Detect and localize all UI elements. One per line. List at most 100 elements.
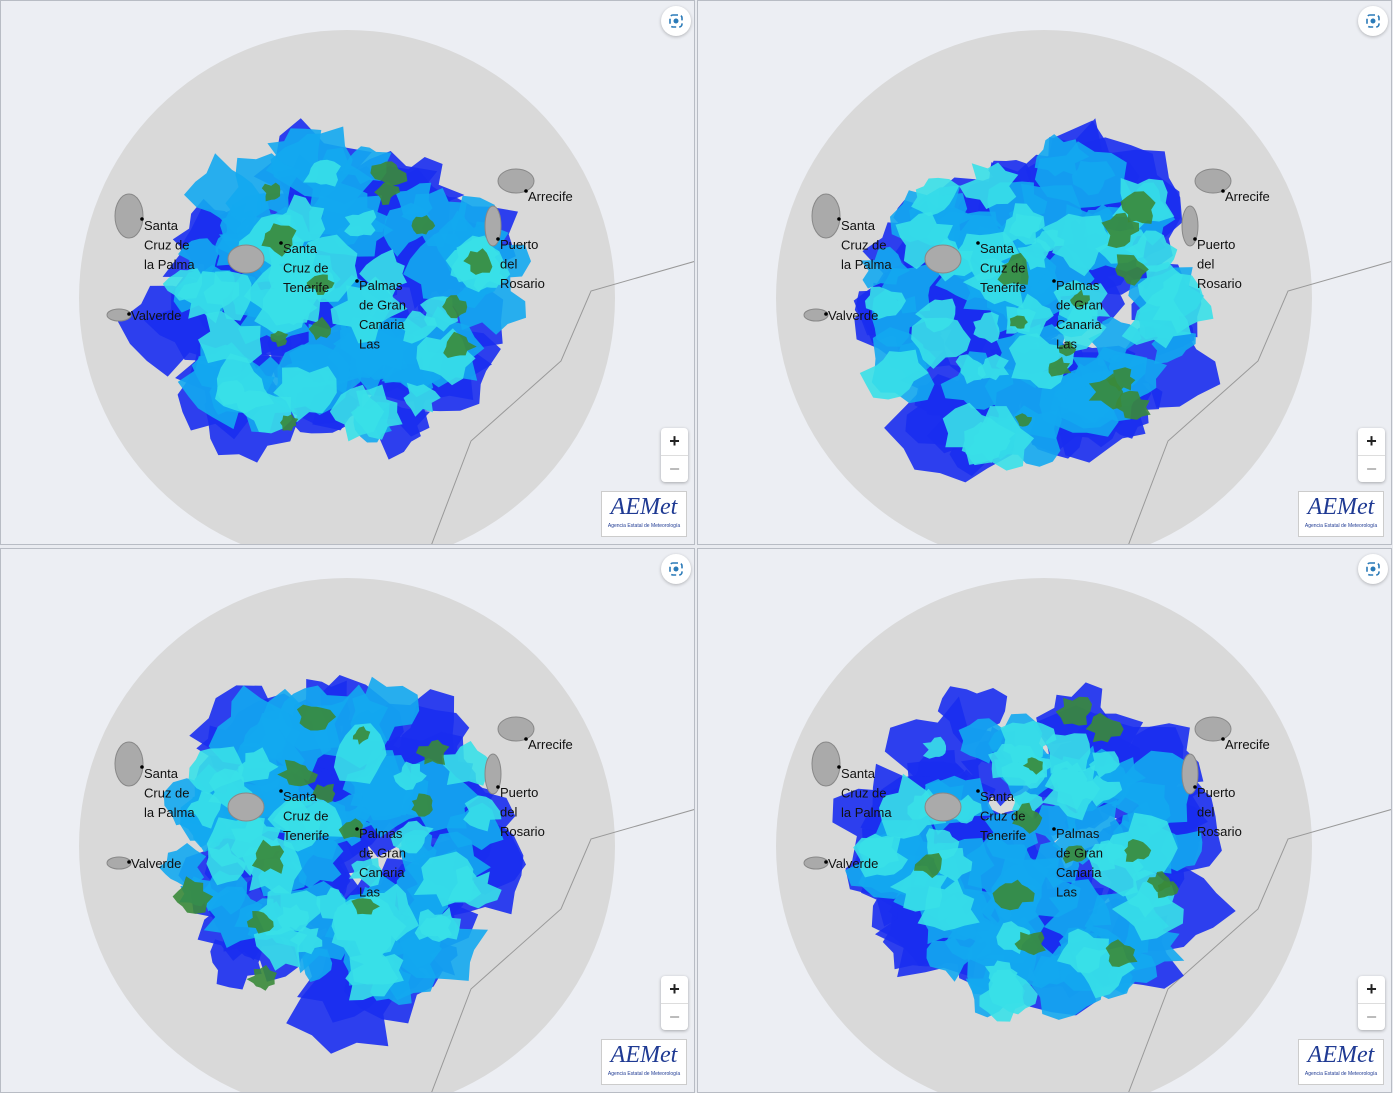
logo: AEMet Agencia Estatal de Meteorología	[1298, 491, 1384, 537]
radar-echo	[940, 351, 1014, 410]
radar-echo	[243, 262, 319, 326]
coastline	[1128, 261, 1391, 544]
radar-echo	[344, 209, 377, 237]
radar-echo	[261, 223, 297, 257]
place-dot	[279, 789, 283, 793]
island	[484, 205, 502, 247]
radar-echo	[973, 312, 1000, 344]
radar-echo	[1022, 757, 1043, 775]
radar-echo	[1115, 324, 1221, 408]
map: Santa Cruz de la Palma Valverde Santa Cruz de…	[79, 30, 694, 544]
zoom-in[interactable]: +	[669, 979, 680, 999]
place-dot	[140, 765, 144, 769]
place-label: la Palma	[144, 805, 195, 820]
radar-echo	[246, 965, 277, 991]
radar-echo	[316, 887, 353, 920]
fullscreen-button[interactable]	[1358, 554, 1388, 584]
zoom-in[interactable]: +	[1366, 979, 1377, 999]
zoom-out[interactable]: −	[1358, 1003, 1385, 1031]
place-dot	[837, 217, 841, 221]
island	[811, 193, 841, 239]
radar-echo	[416, 739, 450, 765]
zoom-out[interactable]: −	[1358, 455, 1385, 483]
radar-echo	[338, 818, 364, 839]
island	[1181, 205, 1199, 247]
coastline	[431, 261, 694, 544]
radar-echo	[926, 936, 972, 982]
zoom-control: + −	[1358, 976, 1385, 1030]
place-dot	[837, 765, 841, 769]
zoom-control: + −	[661, 976, 688, 1030]
place-label: Rosario	[1197, 276, 1242, 291]
place-label: Cruz de	[841, 786, 887, 801]
fullscreen-button[interactable]	[661, 554, 691, 584]
place-label: Canaria	[359, 317, 405, 332]
fullscreen-icon	[669, 562, 683, 576]
zoom-control: + −	[661, 428, 688, 482]
place-label: Rosario	[500, 824, 545, 839]
radar-echo	[188, 746, 244, 794]
place-dot	[279, 241, 283, 245]
place-label: Cruz de	[283, 261, 329, 276]
place-label: de Gran	[359, 846, 406, 861]
zoom-out[interactable]: −	[661, 455, 688, 483]
radar-echo	[1082, 775, 1123, 807]
zoom-in[interactable]: +	[669, 431, 680, 451]
radar-echo	[1045, 733, 1091, 774]
logo-caption: Agencia Estatal de Meteorología	[607, 523, 681, 529]
radar-echo	[992, 879, 1035, 911]
place-label: Cruz de	[980, 261, 1026, 276]
radar-echo	[352, 726, 371, 745]
radar-echo	[351, 898, 380, 915]
icon-frame	[1366, 14, 1380, 28]
place-dot	[1221, 189, 1225, 193]
radar-echo	[413, 851, 482, 907]
place-label: del	[1197, 257, 1214, 272]
fullscreen-button[interactable]	[661, 6, 691, 36]
logo-caption: Agencia Estatal de Meteorología	[1304, 523, 1378, 529]
radar-echo	[184, 153, 262, 235]
logo-caption: Agencia Estatal de Meteorología	[607, 1071, 681, 1077]
radar-echo	[1124, 839, 1152, 862]
radar-echo	[403, 382, 441, 417]
radar-echo	[411, 793, 433, 817]
radar-echo	[853, 835, 908, 878]
place-label: de Gran	[359, 298, 406, 313]
place-label: de Gran	[1056, 298, 1103, 313]
radar-echo	[1012, 802, 1043, 834]
place-dot	[355, 279, 359, 283]
island	[114, 741, 144, 787]
place-label: Palmas	[359, 278, 403, 293]
place-label: del	[1197, 805, 1214, 820]
radar-echo	[881, 263, 942, 314]
radar-echo	[1062, 845, 1087, 864]
radar-echo	[306, 274, 335, 295]
map-panel: Santa Cruz de la Palma Valverde Santa Cruz de…	[697, 548, 1392, 1093]
place-label: Tenerife	[283, 280, 329, 295]
island	[497, 716, 535, 742]
place-dot	[524, 189, 528, 193]
icon-dot	[1370, 18, 1376, 24]
radar-echo	[1085, 712, 1124, 743]
radar-echo	[926, 828, 960, 860]
place-label: Canaria	[359, 865, 405, 880]
zoom-in[interactable]: +	[1366, 431, 1377, 451]
fullscreen-icon	[1366, 562, 1380, 576]
fullscreen-button[interactable]	[1358, 6, 1388, 36]
place-label: Santa	[980, 241, 1015, 256]
radar-echo	[889, 865, 948, 912]
radar-echo	[261, 182, 281, 202]
radar-echo	[288, 838, 344, 888]
logo-text: AEMet	[1307, 494, 1375, 520]
radar-echo	[198, 311, 262, 364]
fullscreen-icon	[669, 14, 683, 28]
place-label: Santa	[144, 218, 179, 233]
place-label: Tenerife	[980, 828, 1026, 843]
radar-echo	[290, 234, 358, 303]
place-dot	[976, 241, 980, 245]
radar-echo	[1014, 413, 1032, 427]
place-label: Santa	[980, 789, 1015, 804]
island	[803, 308, 829, 322]
zoom-out[interactable]: −	[661, 1003, 688, 1031]
radar-echo	[267, 798, 322, 837]
